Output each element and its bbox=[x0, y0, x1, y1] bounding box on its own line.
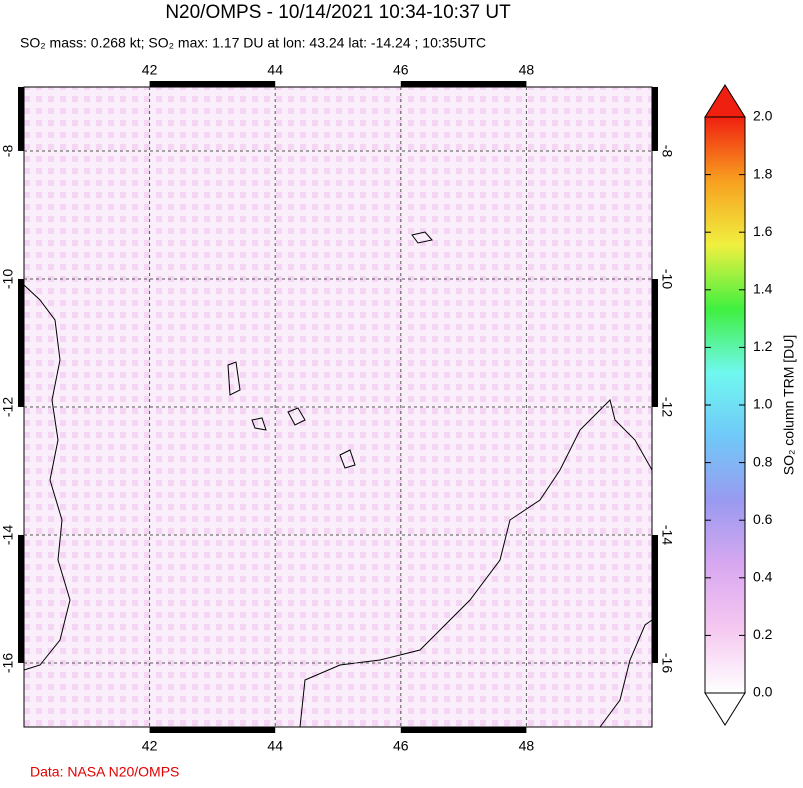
title: N20/OMPS - 10/14/2021 10:34-10:37 UT bbox=[165, 2, 511, 23]
frame-bar bbox=[18, 279, 24, 407]
x-tick-label: 44 bbox=[267, 62, 283, 78]
colorbar-tick-label: 1.2 bbox=[753, 338, 773, 354]
colorbar-tick-label: 0.0 bbox=[753, 684, 773, 700]
frame-bar bbox=[18, 535, 24, 663]
colorbar-min-arrow bbox=[704, 692, 746, 726]
colorbar-tick-label: 0.8 bbox=[753, 453, 773, 469]
colorbar-tick-label: 0.4 bbox=[753, 569, 773, 585]
colorbar-tick-label: 1.0 bbox=[753, 396, 773, 412]
colorbar-tick-label: 1.4 bbox=[753, 281, 773, 297]
x-tick-label: 48 bbox=[519, 62, 535, 78]
x-tick-label: 48 bbox=[519, 738, 535, 754]
y-tick-label: -10 bbox=[659, 269, 675, 289]
frame-bar bbox=[652, 87, 658, 151]
x-tick-label: 46 bbox=[393, 738, 409, 754]
y-tick-label: -14 bbox=[0, 525, 16, 545]
x-tick-label: 42 bbox=[142, 62, 158, 78]
y-tick-label: -12 bbox=[0, 397, 16, 417]
frame-bar bbox=[652, 535, 658, 663]
frame-bar bbox=[652, 279, 658, 407]
x-tick-label: 42 bbox=[142, 738, 158, 754]
y-tick-label: -12 bbox=[659, 397, 675, 417]
y-tick-label: -14 bbox=[659, 525, 675, 545]
colorbar-tick-label: 1.8 bbox=[753, 165, 773, 181]
colorbar-tick-label: 0.2 bbox=[753, 626, 773, 642]
y-tick-label: -8 bbox=[0, 145, 16, 158]
y-tick-label: -16 bbox=[659, 653, 675, 673]
frame-bar bbox=[149, 81, 276, 87]
credit: Data: NASA N20/OMPS bbox=[30, 764, 179, 780]
y-tick-label: -10 bbox=[0, 269, 16, 289]
colorbar-label: SO₂ column TRM [DU] bbox=[781, 335, 797, 476]
frame-bar bbox=[400, 727, 527, 733]
colorbar-tick-label: 0.6 bbox=[753, 511, 773, 527]
frame-bar bbox=[149, 727, 276, 733]
coastlines bbox=[23, 231, 653, 728]
colorbar-tick-label: 1.6 bbox=[753, 223, 773, 239]
x-tick-label: 46 bbox=[393, 62, 409, 78]
frame-bar bbox=[18, 87, 24, 151]
y-tick-label: -8 bbox=[659, 145, 675, 158]
x-tick-label: 44 bbox=[267, 738, 283, 754]
y-tick-label: -16 bbox=[0, 653, 16, 673]
colorbar-tick-label: 2.0 bbox=[753, 108, 773, 124]
subtitle: SO₂ mass: 0.268 kt; SO₂ max: 1.17 DU at … bbox=[20, 35, 486, 51]
colorbar-max-arrow bbox=[704, 84, 746, 118]
frame-bar bbox=[400, 81, 527, 87]
